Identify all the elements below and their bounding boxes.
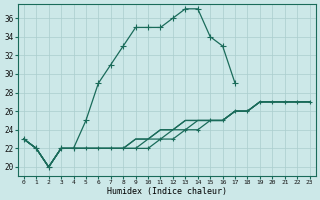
X-axis label: Humidex (Indice chaleur): Humidex (Indice chaleur) <box>107 187 227 196</box>
